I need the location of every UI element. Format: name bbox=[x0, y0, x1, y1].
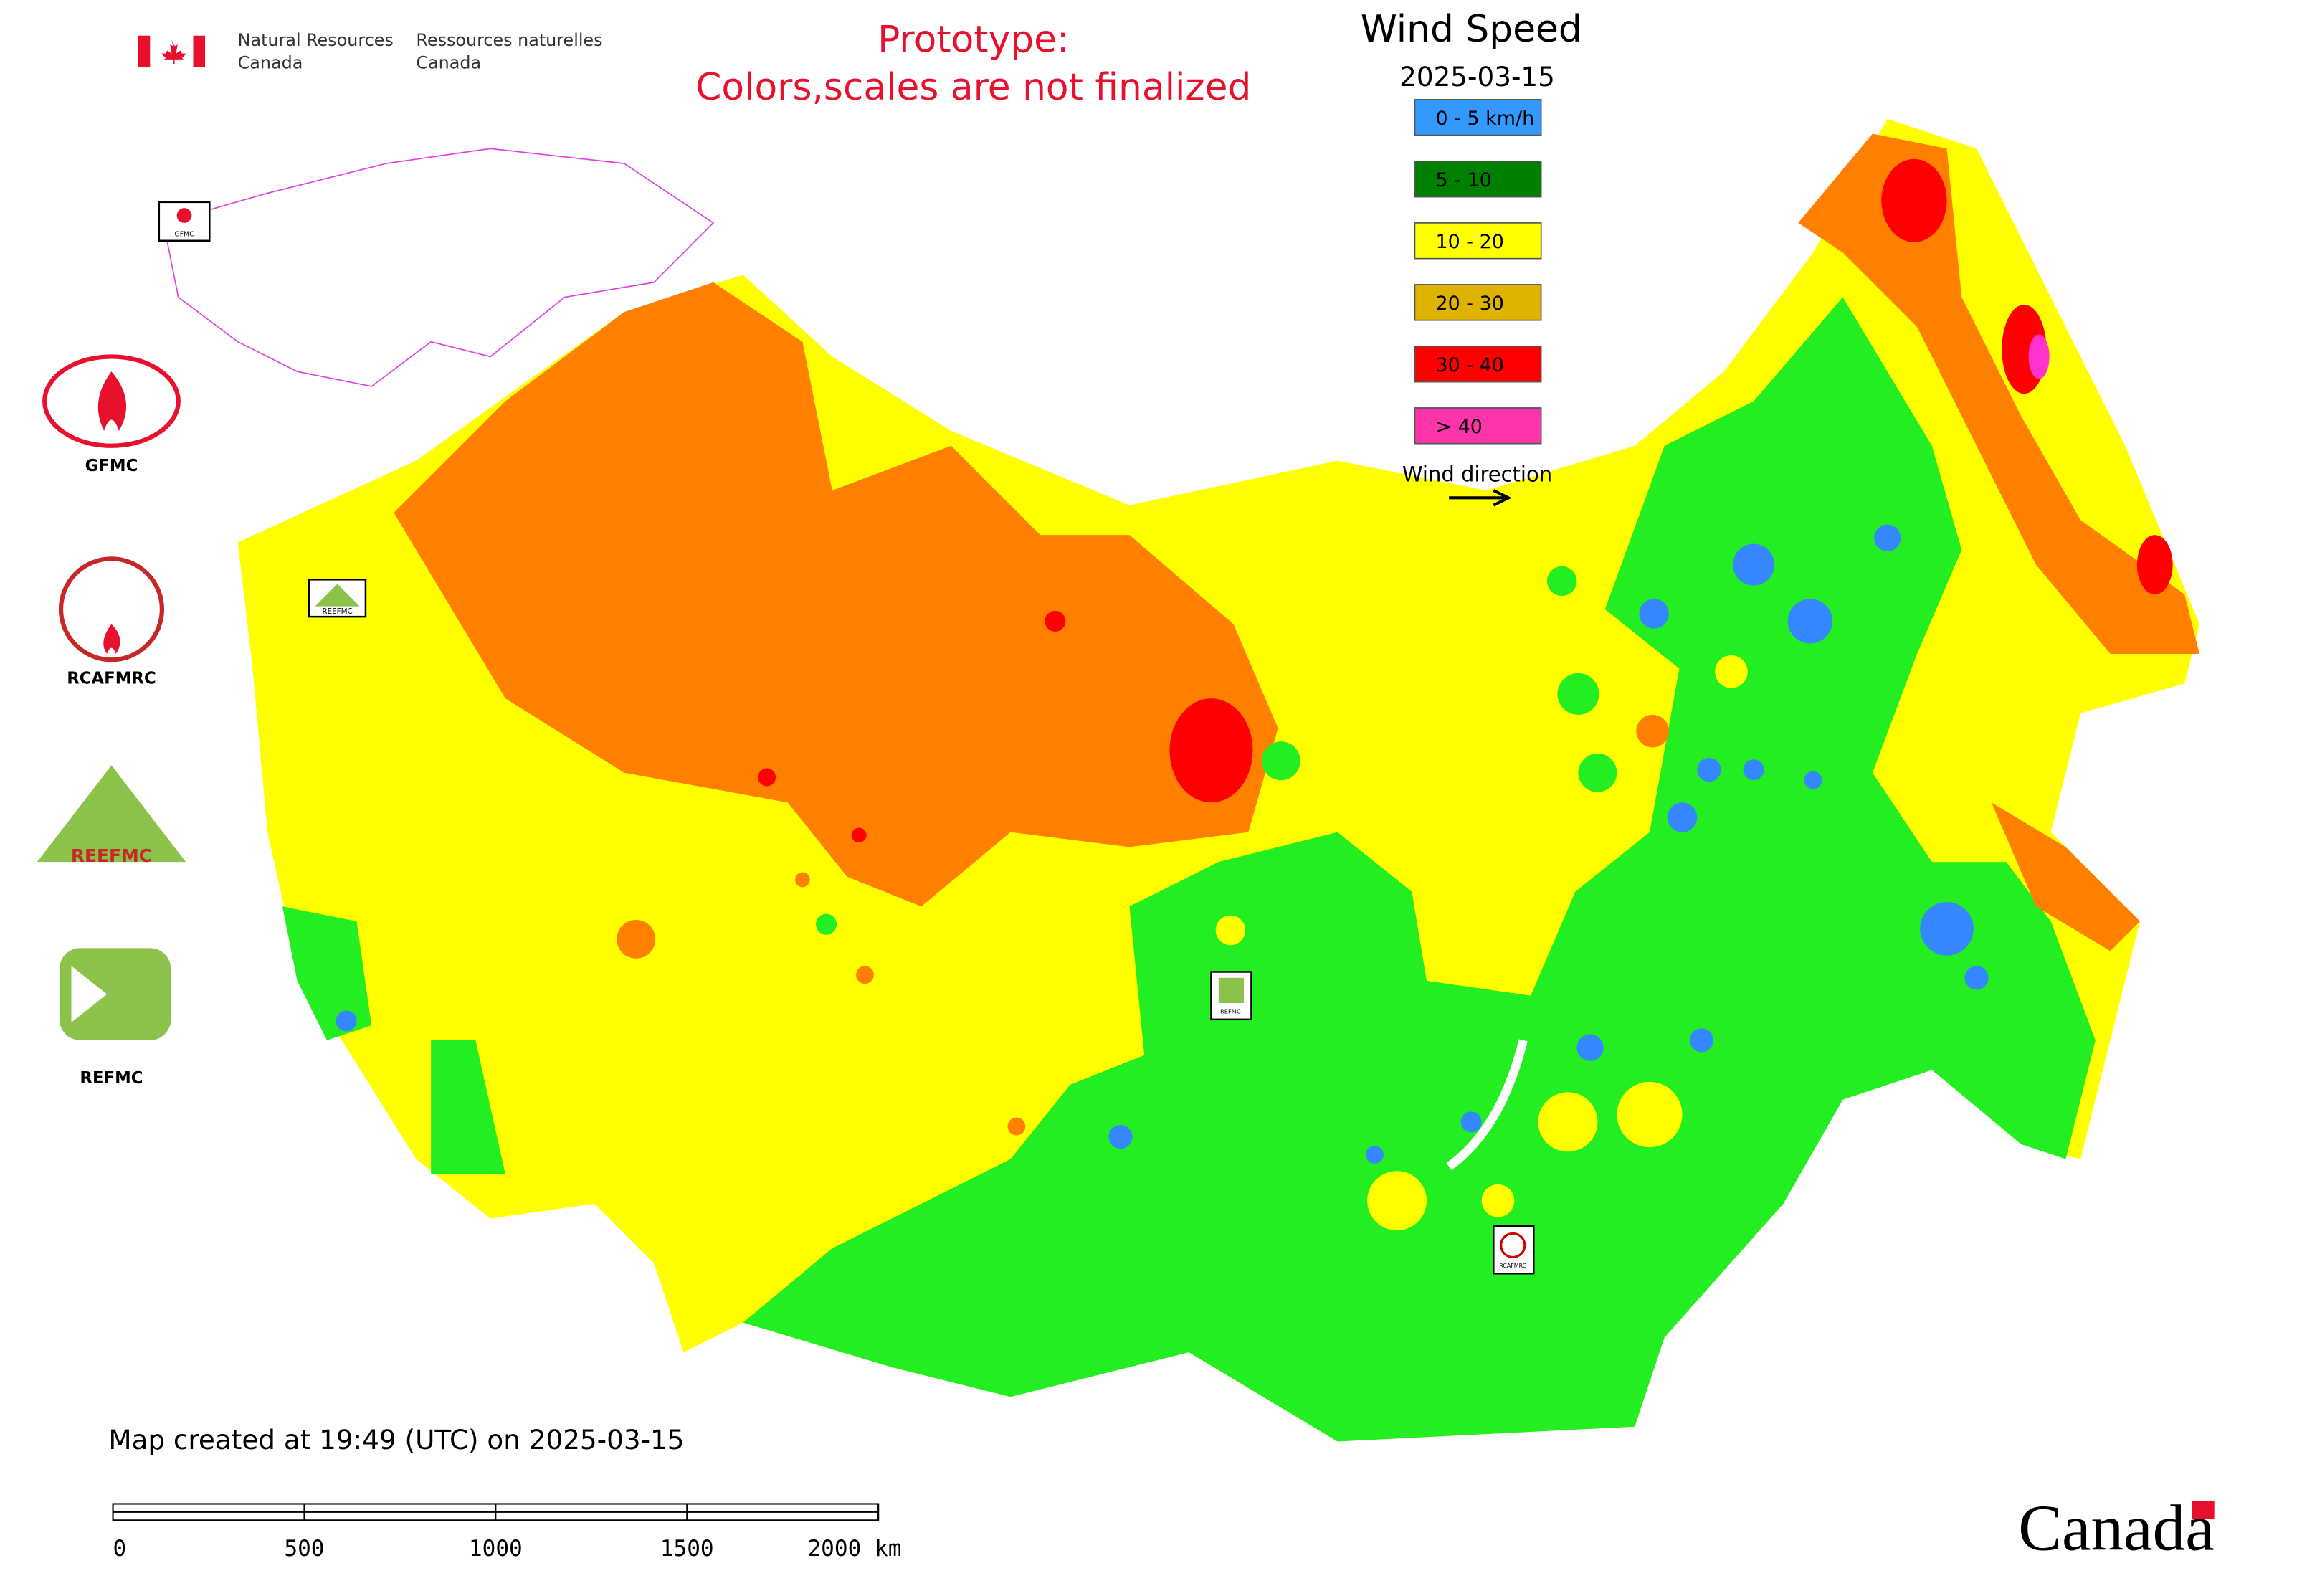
flag-band bbox=[138, 35, 151, 67]
agency-fr: Ressources naturelles bbox=[416, 30, 602, 50]
zone-5-10 bbox=[282, 906, 372, 1040]
zone-20-30 bbox=[394, 282, 1278, 907]
zone-0-5 bbox=[336, 524, 1989, 1164]
legend-label: 5 - 10 bbox=[1435, 169, 1491, 191]
logo-label: REFMC bbox=[80, 1069, 143, 1088]
logo-flame bbox=[103, 624, 120, 654]
station-icon bbox=[176, 208, 192, 223]
zone-30-40 bbox=[758, 610, 1066, 843]
direction-label: Wind direction bbox=[1402, 462, 1552, 487]
notice: Prototype: bbox=[877, 19, 1069, 62]
logo-refmc bbox=[59, 948, 171, 1040]
legend-label: > 40 bbox=[1435, 416, 1482, 438]
flag-band bbox=[193, 35, 206, 67]
zone-30-40 bbox=[2136, 535, 2173, 595]
zone-over-40 bbox=[2028, 334, 2050, 379]
legend-swatch bbox=[1414, 407, 1542, 445]
zone-30-40 bbox=[1881, 158, 1947, 242]
created-note: Map created at 19:49 (UTC) on 2025-03-15 bbox=[108, 1424, 684, 1455]
scale-bar: 0 500 1000 1500 2000 km bbox=[112, 1503, 901, 1562]
legend-swatch bbox=[1414, 222, 1542, 260]
zone-10-20 bbox=[1215, 655, 1748, 1231]
station-label: RCAFMRC bbox=[1499, 1263, 1526, 1269]
logo-label: GFMC bbox=[85, 457, 138, 475]
zone-5-10 bbox=[431, 1040, 505, 1174]
scale-label: 1000 bbox=[469, 1536, 523, 1562]
agency-en: Canada bbox=[238, 52, 303, 72]
station-icon bbox=[315, 584, 360, 607]
country-borders bbox=[163, 148, 715, 387]
logo-flame bbox=[97, 371, 127, 432]
legend: Wind Speed 2025-03-15 Wind direction 0 -… bbox=[1361, 8, 1582, 507]
legend-swatch bbox=[1414, 99, 1542, 136]
lake-baikal bbox=[1446, 1039, 1528, 1171]
legend-date: 2025-03-15 bbox=[1399, 61, 1555, 92]
stations: GFMC REEFMC REFMC RCAFMRC bbox=[158, 201, 1535, 1275]
agency-signature: Natural Resources Canada Ressources natu… bbox=[138, 30, 603, 72]
zone-20-30 bbox=[1798, 133, 2199, 654]
legend-swatch bbox=[1414, 284, 1542, 321]
agency-en: Natural Resources bbox=[238, 30, 394, 50]
wordmark: Canada bbox=[2018, 1492, 2214, 1564]
scale-label: 500 bbox=[284, 1536, 324, 1562]
zone-20-30 bbox=[617, 714, 1669, 1136]
legend-label: 20 - 30 bbox=[1435, 293, 1503, 315]
logo-rcafmrc bbox=[58, 556, 165, 662]
map bbox=[163, 118, 2199, 1442]
zone-5-10 bbox=[816, 566, 1617, 935]
scale-label: 0 bbox=[113, 1536, 127, 1562]
station-label: GFMC bbox=[174, 231, 194, 239]
maple-leaf bbox=[161, 39, 187, 65]
scale-label: 2000 km bbox=[807, 1536, 901, 1562]
zone-30-40 bbox=[1169, 698, 1253, 803]
logo-reefmc bbox=[37, 765, 186, 863]
legend-swatch bbox=[1414, 161, 1542, 198]
legend-label: 30 - 40 bbox=[1435, 354, 1503, 376]
station-icon bbox=[1218, 977, 1245, 1004]
scale-label: 1500 bbox=[660, 1536, 714, 1562]
legend-title: Wind Speed bbox=[1361, 8, 1582, 51]
legend-label: 0 - 5 km/h bbox=[1435, 108, 1534, 130]
wordmark-flag bbox=[2192, 1501, 2215, 1519]
legend-label: 10 - 20 bbox=[1435, 231, 1503, 253]
agency-fr: Canada bbox=[416, 52, 481, 72]
direction-arrow bbox=[1449, 489, 1512, 507]
station-label: REEFMC bbox=[322, 607, 352, 616]
logo-mark bbox=[71, 966, 108, 1022]
notice: Colors,scales are not finalized bbox=[695, 66, 1251, 109]
logo-label: RCAFMRC bbox=[67, 669, 156, 688]
logos: GFMC RCAFMRC REEFMC REFMC bbox=[37, 354, 186, 1088]
logo-label: REEFMC bbox=[71, 845, 152, 866]
station-label: REFMC bbox=[1220, 1008, 1241, 1015]
zone-20-30 bbox=[1991, 802, 2141, 951]
station-icon bbox=[1500, 1232, 1526, 1258]
legend-swatch bbox=[1414, 346, 1542, 383]
